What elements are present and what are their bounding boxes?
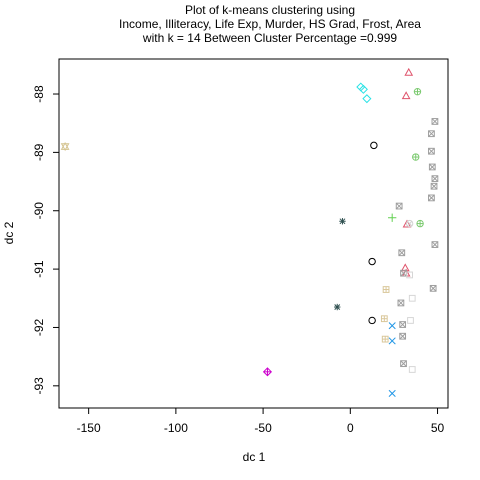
data-point xyxy=(404,67,414,76)
data-point xyxy=(388,213,397,222)
data-point xyxy=(412,153,420,161)
data-point xyxy=(388,322,396,330)
x-tick-label: 50 xyxy=(431,421,445,435)
data-point xyxy=(428,163,436,171)
data-point xyxy=(413,87,422,96)
y-tick-label: -89 xyxy=(32,143,46,161)
x-axis-label: dc 1 xyxy=(243,450,266,464)
data-point xyxy=(431,175,439,183)
data-point xyxy=(406,271,414,279)
data-point xyxy=(368,257,376,266)
data-point xyxy=(408,294,416,302)
data-point xyxy=(356,82,366,92)
x-tick-label: -50 xyxy=(254,421,272,435)
data-point xyxy=(362,94,372,104)
plot-frame xyxy=(58,58,449,409)
data-point xyxy=(334,303,341,311)
data-point xyxy=(262,367,273,377)
y-tick-label: -91 xyxy=(32,260,46,278)
data-point xyxy=(60,141,70,152)
data-point xyxy=(431,241,439,248)
x-tick-label: -100 xyxy=(164,421,188,435)
data-point xyxy=(381,335,389,343)
data-point xyxy=(431,118,439,125)
data-point xyxy=(382,286,390,293)
data-point xyxy=(405,219,414,228)
y-tick-label: -93 xyxy=(32,377,46,395)
data-point xyxy=(399,321,407,328)
data-point xyxy=(428,194,435,202)
data-point xyxy=(430,182,438,190)
data-point xyxy=(398,249,406,257)
y-tick-label: -88 xyxy=(32,85,46,103)
y-tick-label: -90 xyxy=(32,202,46,220)
x-tick-label: -150 xyxy=(77,421,101,435)
data-point xyxy=(368,316,376,325)
data-point xyxy=(358,84,368,94)
data-point xyxy=(408,366,416,373)
data-point xyxy=(380,315,388,323)
x-axis: -150 -100 -50 0 50 xyxy=(77,407,445,435)
data-point xyxy=(428,130,435,138)
data-point xyxy=(416,219,424,228)
chart-title-line-1: Plot of k-means clustering using xyxy=(185,3,355,17)
data-point xyxy=(400,360,407,368)
data-point xyxy=(401,91,411,100)
data-point xyxy=(428,147,435,155)
data-point xyxy=(370,141,378,150)
y-axis-label: dc 2 xyxy=(2,221,16,244)
chart-title-line-2: Income, Illiteracy, Life Exp, Murder, HS… xyxy=(119,17,421,31)
y-tick-label: -92 xyxy=(32,318,46,336)
data-point xyxy=(388,389,396,397)
data-point xyxy=(407,317,414,324)
data-point xyxy=(397,299,405,307)
data-point xyxy=(388,337,396,345)
data-point xyxy=(400,263,410,272)
data-point xyxy=(395,202,403,210)
y-axis: -93 -92 -91 -90 -89 -88 xyxy=(32,85,60,395)
chart-title-line-3: with k = 14 Between Cluster Percentage =… xyxy=(142,31,397,45)
data-point xyxy=(399,332,407,340)
data-points xyxy=(60,67,439,397)
data-point xyxy=(429,284,437,292)
data-point xyxy=(339,218,346,225)
x-tick-label: 0 xyxy=(347,421,354,435)
